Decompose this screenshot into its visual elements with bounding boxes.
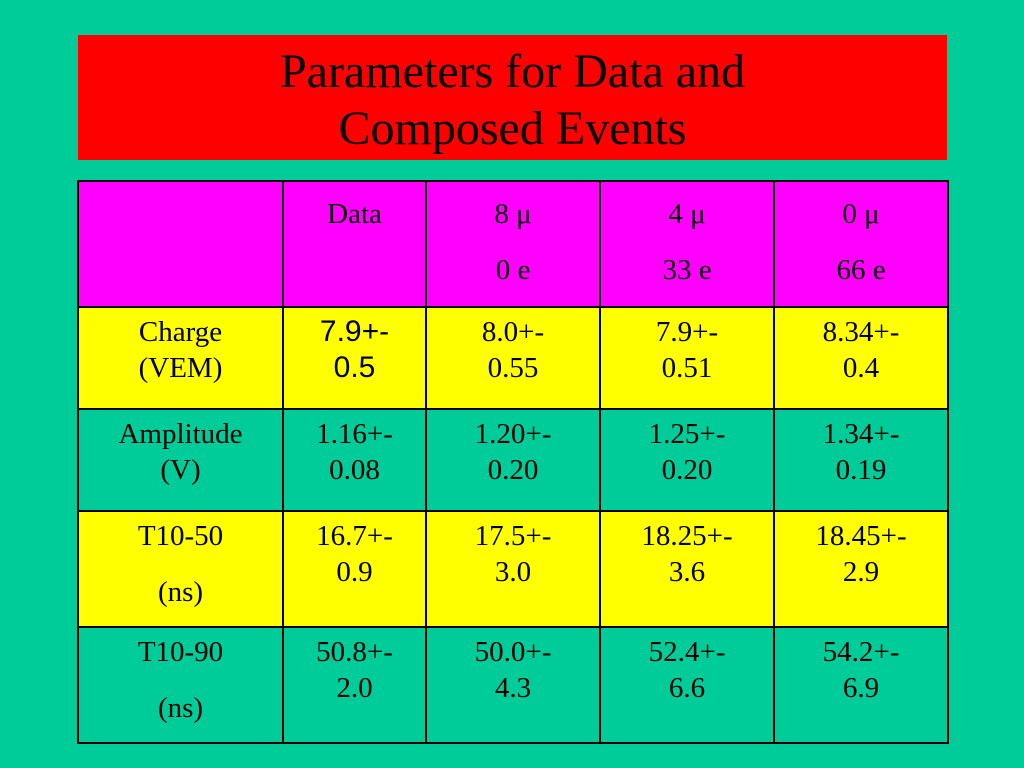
row-label-charge: Charge (VEM) xyxy=(77,306,284,410)
table-row-amplitude: Amplitude (V) 1.16+- 0.08 1.20+- 0.20 1.… xyxy=(77,408,949,512)
cell-t10-50-8mu: 17.5+- 3.0 xyxy=(425,510,601,628)
cell-value-line1: 16.7+- xyxy=(316,520,393,552)
title-line-2: Composed Events xyxy=(338,101,687,155)
row-label-line1: T10-50 xyxy=(137,520,224,552)
cell-value-line1: 18.45+- xyxy=(815,520,907,552)
cell-t10-90-8mu: 50.0+- 4.3 xyxy=(425,626,601,744)
row-label-t10-90: T10-90 (ns) xyxy=(77,626,284,744)
row-label-line2: (ns) xyxy=(157,692,204,724)
cell-value-line2: 0.19 xyxy=(835,454,887,486)
header-4mu: 4 μ 33 e xyxy=(599,180,775,308)
header-corner-cell xyxy=(77,180,284,308)
row-label-line2: (ns) xyxy=(157,576,204,608)
cell-value-line2: 0.9 xyxy=(336,556,373,588)
cell-charge-data: 7.9+- 0.5 xyxy=(282,306,427,410)
cell-amplitude-8mu: 1.20+- 0.20 xyxy=(425,408,601,512)
row-label-line1: T10-90 xyxy=(137,636,224,668)
cell-value-line1: 17.5+- xyxy=(474,520,552,552)
cell-value-line2: 3.6 xyxy=(668,556,706,588)
cell-value-line1: 50.0+- xyxy=(474,636,552,668)
cell-value-line2: 3.0 xyxy=(494,556,532,588)
cell-value-line2: 6.9 xyxy=(842,672,880,704)
cell-value-line2: 2.0 xyxy=(336,672,373,704)
cell-t10-50-0mu: 18.45+- 2.9 xyxy=(773,510,949,628)
cell-value-line2: 0.4 xyxy=(842,352,880,384)
cell-value-line1: 7.9+- xyxy=(655,316,719,348)
cell-t10-90-0mu: 54.2+- 6.9 xyxy=(773,626,949,744)
header-0mu: 0 μ 66 e xyxy=(773,180,949,308)
cell-value-line1: 50.8+- xyxy=(316,636,393,668)
header-4mu-line2: 33 e xyxy=(662,254,712,286)
header-0mu-line1: 0 μ xyxy=(842,198,880,230)
cell-value-line1: 8.0+- xyxy=(481,316,545,348)
cell-value-line1: 1.20+- xyxy=(474,418,552,450)
cell-value-line2: 0.51 xyxy=(661,352,713,384)
cell-value-line2: 0.08 xyxy=(329,454,380,486)
cell-t10-90-data: 50.8+- 2.0 xyxy=(282,626,427,744)
row-label-line1: Amplitude xyxy=(118,418,243,450)
cell-t10-50-data: 16.7+- 0.9 xyxy=(282,510,427,628)
cell-amplitude-0mu: 1.34+- 0.19 xyxy=(773,408,949,512)
title-banner: Parameters for Data and Composed Events xyxy=(78,35,947,160)
cell-amplitude-4mu: 1.25+- 0.20 xyxy=(599,408,775,512)
row-label-line2: (VEM) xyxy=(138,352,223,384)
table-row-t10-50: T10-50 (ns) 16.7+- 0.9 17.5+- 3.0 18.25+… xyxy=(77,510,949,628)
cell-value-line1: 7.9+- xyxy=(319,315,390,348)
row-label-line2: (V) xyxy=(160,454,201,486)
cell-value-line2: 0.20 xyxy=(661,454,713,486)
row-label-line1: Charge xyxy=(138,316,223,348)
cell-t10-50-4mu: 18.25+- 3.6 xyxy=(599,510,775,628)
header-0mu-line2: 66 e xyxy=(836,254,886,286)
header-8mu-line2: 0 e xyxy=(495,254,531,286)
header-4mu-line1: 4 μ xyxy=(668,198,706,230)
cell-value-line2: 0.5 xyxy=(333,351,376,384)
slide-title: Parameters for Data and Composed Events xyxy=(280,43,745,157)
cell-value-line1: 52.4+- xyxy=(648,636,726,668)
cell-value-line2: 0.20 xyxy=(487,454,539,486)
table-row-charge: Charge (VEM) 7.9+- 0.5 8.0+- 0.55 7.9+- … xyxy=(77,306,949,410)
row-label-t10-50: T10-50 (ns) xyxy=(77,510,284,628)
cell-amplitude-data: 1.16+- 0.08 xyxy=(282,408,427,512)
header-8mu-line1: 8 μ xyxy=(494,198,532,230)
cell-charge-0mu: 8.34+- 0.4 xyxy=(773,306,949,410)
table-header-row: Data 8 μ 0 e 4 μ 33 e 0 μ 66 e xyxy=(77,180,949,308)
header-data: Data xyxy=(282,180,427,308)
cell-value-line2: 4.3 xyxy=(494,672,532,704)
cell-value-line2: 0.55 xyxy=(487,352,539,384)
cell-value-line1: 1.16+- xyxy=(316,418,393,450)
cell-charge-4mu: 7.9+- 0.51 xyxy=(599,306,775,410)
title-line-1: Parameters for Data and xyxy=(279,44,746,98)
header-data-label: Data xyxy=(327,198,382,230)
header-8mu: 8 μ 0 e xyxy=(425,180,601,308)
cell-value-line1: 1.34+- xyxy=(822,418,900,450)
cell-value-line1: 18.25+- xyxy=(641,520,733,552)
cell-value-line2: 6.6 xyxy=(668,672,706,704)
parameters-table: Data 8 μ 0 e 4 μ 33 e 0 μ 66 e Charge (V… xyxy=(77,180,949,744)
table-row-t10-90: T10-90 (ns) 50.8+- 2.0 50.0+- 4.3 52.4+-… xyxy=(77,626,949,744)
cell-charge-8mu: 8.0+- 0.55 xyxy=(425,306,601,410)
cell-value-line1: 54.2+- xyxy=(822,636,900,668)
cell-value-line1: 1.25+- xyxy=(648,418,726,450)
cell-value-line1: 8.34+- xyxy=(822,316,900,348)
cell-value-line2: 2.9 xyxy=(842,556,880,588)
row-label-amplitude: Amplitude (V) xyxy=(77,408,284,512)
cell-t10-90-4mu: 52.4+- 6.6 xyxy=(599,626,775,744)
